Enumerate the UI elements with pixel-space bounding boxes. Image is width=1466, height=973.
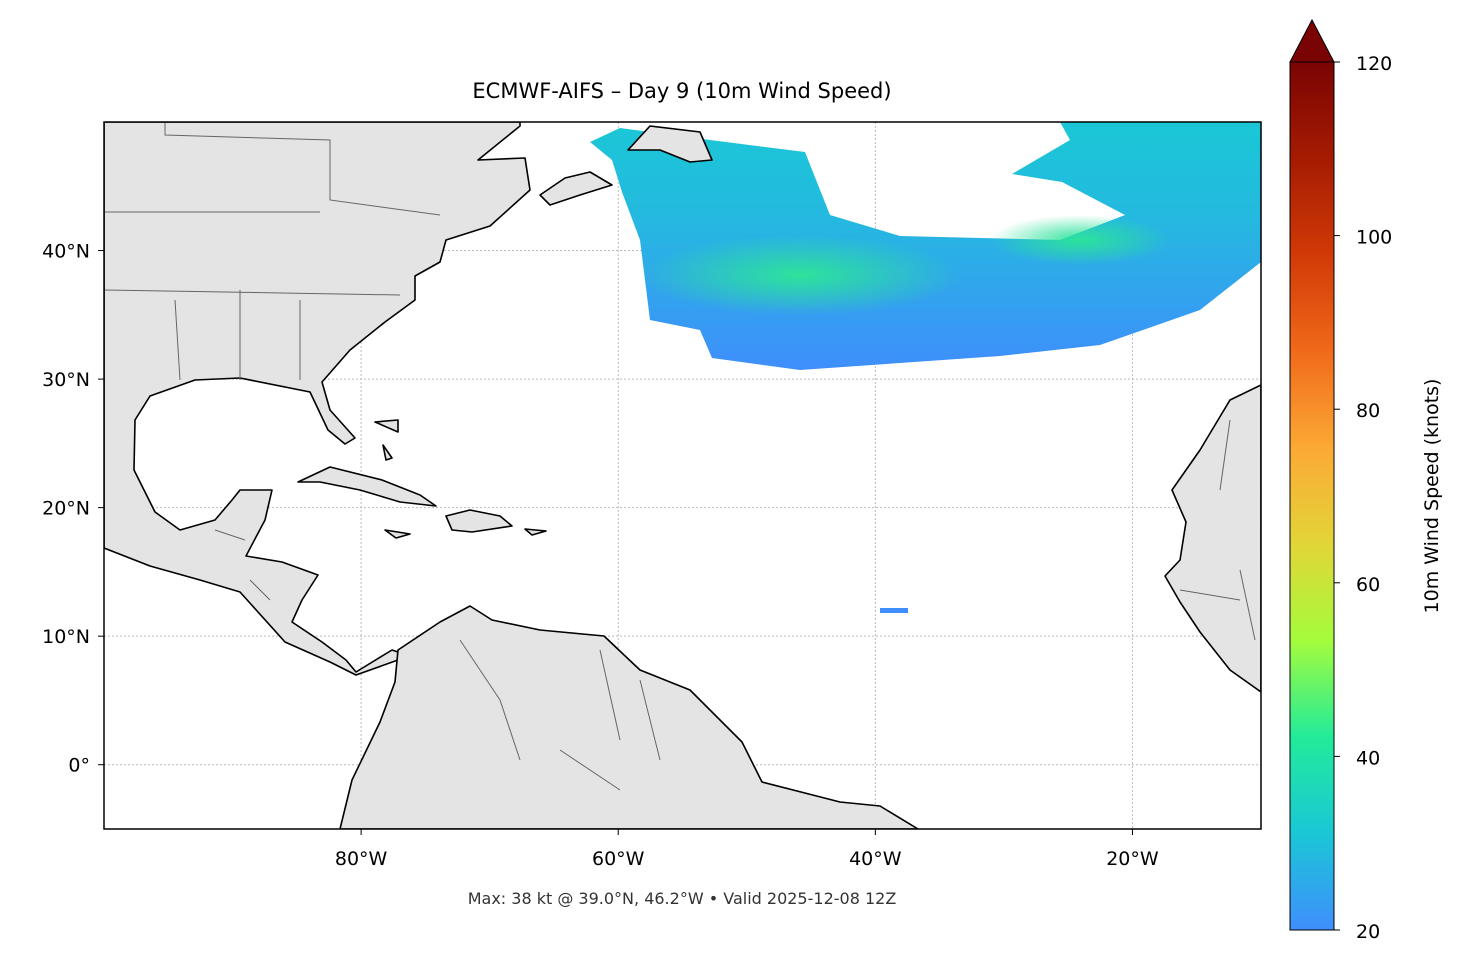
colorbar-tick-label: 100: [1356, 227, 1392, 249]
colorbar: 10m Wind Speed (knots) 20 40 60 80 100 120: [1289, 18, 1443, 943]
x-tick-label: 60°W: [592, 848, 645, 870]
colorbar-label: 10m Wind Speed (knots): [1421, 379, 1443, 614]
colorbar-tick-label: 60: [1356, 574, 1380, 596]
colorbar-tick-label: 80: [1356, 400, 1380, 422]
x-tick-label: 20°W: [1106, 848, 1159, 870]
cuba: [297, 466, 437, 507]
colorbar-tick-label: 120: [1356, 53, 1392, 75]
y-tick-label: 10°N: [42, 626, 90, 648]
y-tick-label: 20°N: [42, 498, 90, 520]
colorbar-tick-label: 20: [1356, 921, 1380, 943]
nova-scotia: [539, 171, 613, 206]
wind-patch: [880, 608, 908, 613]
x-tick-label: 40°W: [849, 848, 902, 870]
chart-title: ECMWF-AIFS – Day 9 (10m Wind Speed): [472, 79, 891, 103]
south-america: [339, 605, 919, 829]
bahamas: [374, 419, 399, 461]
wind-core: [640, 235, 960, 315]
x-tick-label: 80°W: [335, 848, 388, 870]
jamaica: [384, 529, 411, 539]
y-tick-label: 40°N: [42, 241, 90, 263]
footnote: Max: 38 kt @ 39.0°N, 46.2°W • Valid 2025…: [468, 889, 897, 908]
colorbar-tick-label: 40: [1356, 747, 1380, 769]
y-tick-label: 30°N: [42, 369, 90, 391]
colorbar-ramp: [1289, 61, 1335, 931]
map: [104, 122, 1261, 829]
hispaniola: [445, 509, 513, 533]
colorbar-extend: [1289, 18, 1335, 63]
borders: [104, 122, 1256, 791]
y-tick-label: 0°: [68, 755, 90, 777]
puerto-rico: [524, 528, 547, 536]
wind-core: [990, 215, 1170, 265]
map-frame: [103, 121, 1262, 830]
newfoundland: [627, 125, 713, 163]
africa: [1164, 384, 1261, 693]
